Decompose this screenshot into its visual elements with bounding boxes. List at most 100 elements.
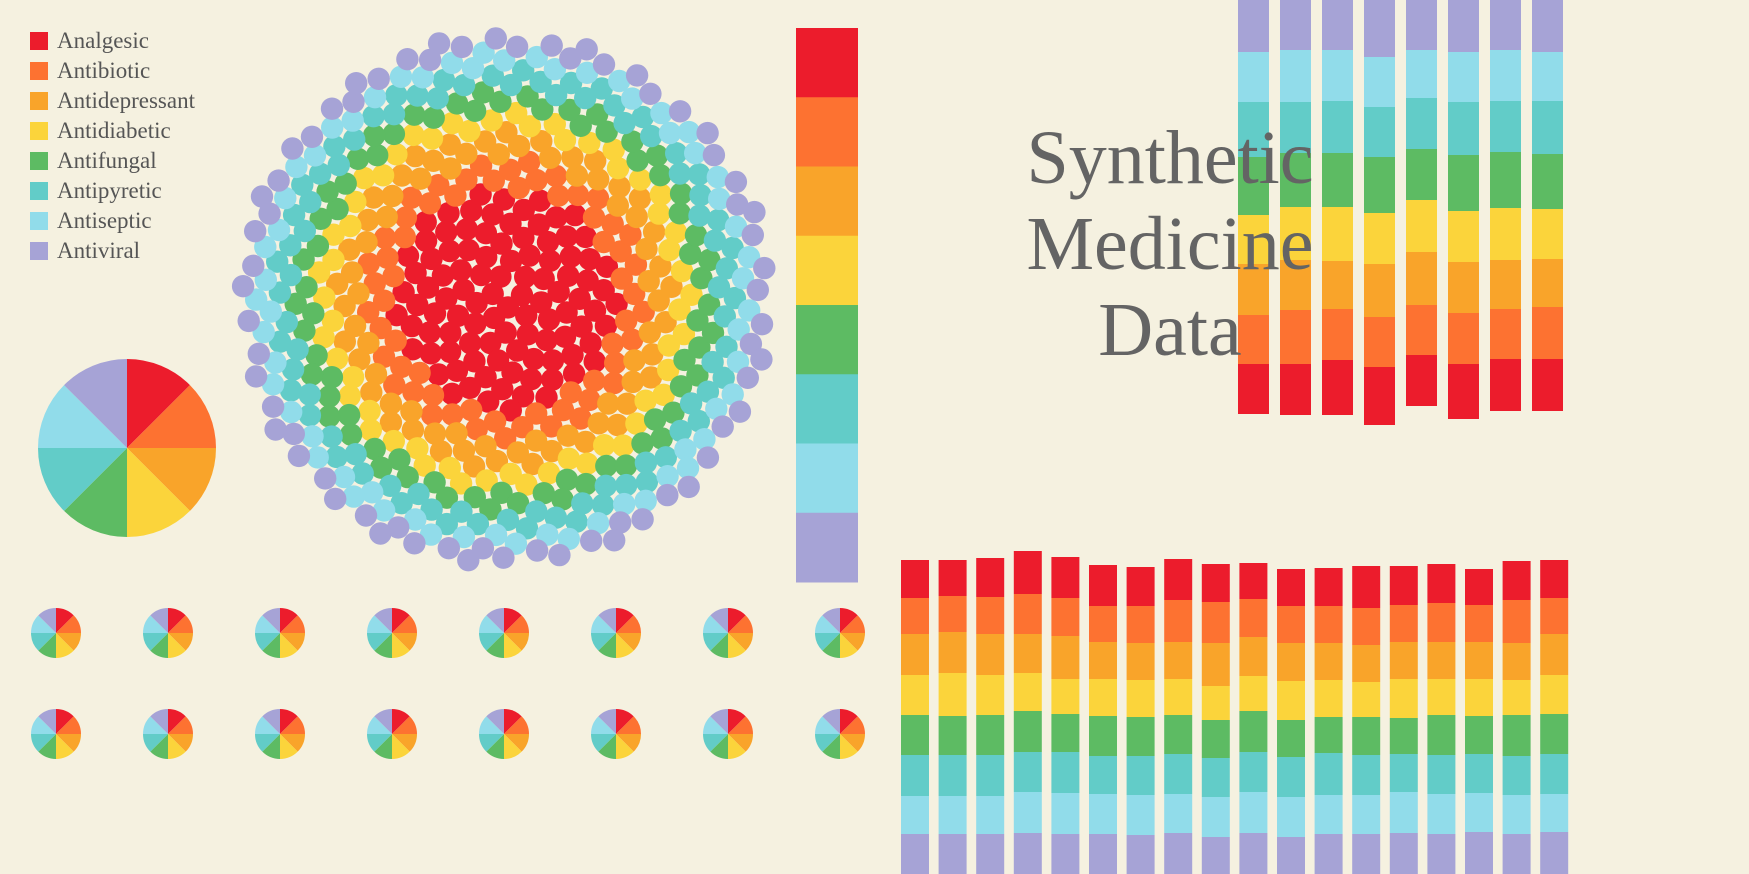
bottom-bar-segment-antidepressant	[1465, 642, 1493, 679]
bottom-bar-segment-antiseptic	[1502, 795, 1531, 834]
top-bar-segment-antidiabetic	[1238, 215, 1269, 264]
pie-slice-antidiabetic	[127, 448, 190, 537]
pie-slice-antipyretic	[38, 448, 127, 511]
bubble-antipyretic	[499, 73, 523, 97]
bubble-antiviral	[525, 539, 549, 562]
bottom-stacked-bar	[1239, 563, 1268, 874]
bubble-analgesic	[459, 331, 482, 355]
bubble-antibiotic	[601, 332, 624, 355]
bubble-antidepressant	[356, 208, 380, 232]
bottom-bar-segment-antiseptic	[1051, 793, 1080, 834]
mini-pie-slice-antipyretic	[591, 734, 616, 752]
bottom-bar-segment-antifungal	[1239, 711, 1268, 752]
bubble-antipyretic	[631, 105, 655, 129]
bubble-antipyretic	[382, 103, 406, 126]
bubble-antidiabetic	[322, 223, 345, 246]
bubble-antidepressant	[615, 392, 639, 415]
mini-pie-slice-analgesic	[840, 608, 858, 633]
bubble-analgesic	[561, 343, 584, 367]
bubble-antidepressant	[445, 422, 468, 445]
legend-label: Antipyretic	[57, 178, 162, 203]
legend-label: Antiseptic	[57, 208, 152, 233]
bubble-antifungal	[489, 90, 512, 114]
bubble-analgesic	[475, 245, 498, 269]
bottom-bar-segment-analgesic	[1314, 568, 1343, 606]
bubble-antiviral	[639, 82, 662, 106]
bottom-bar-segment-analgesic	[1013, 551, 1042, 594]
mini-pie-slice-antibiotic	[56, 716, 81, 734]
mini-pie-slice-antiviral	[486, 709, 504, 734]
bubble-analgesic	[516, 323, 539, 346]
bottom-bar-segment-antiviral	[1089, 834, 1117, 874]
bubble-analgesic	[440, 382, 464, 405]
bubble-analgesic	[562, 362, 586, 385]
bubble-antifungal	[595, 120, 618, 143]
bubble-antidepressant	[565, 164, 589, 187]
bubble-analgesic	[460, 199, 483, 222]
bubble-antipyretic	[712, 366, 735, 389]
bubble-antifungal	[334, 172, 357, 195]
bottom-bar-segment-antidiabetic	[1540, 675, 1569, 714]
bubble-antiviral	[387, 516, 410, 539]
bubble-antifungal	[649, 164, 672, 187]
bubble-antidiabetic	[371, 164, 395, 187]
bubble-analgesic	[583, 350, 606, 373]
mini-pie-slice-analgesic	[280, 608, 298, 633]
bottom-bar-segment-antibiotic	[1051, 598, 1080, 636]
top-stacked-bar	[1364, 0, 1395, 425]
bubble-analgesic	[438, 340, 462, 364]
bubble-antidepressant	[521, 452, 544, 476]
mini-pie-grid	[31, 607, 865, 759]
top-bar-segment-antidepressant	[1280, 260, 1311, 310]
mini-pie-slice-antipyretic	[31, 734, 56, 752]
bottom-bar-segment-antiseptic	[1201, 797, 1230, 837]
bubble-antidepressant	[333, 330, 356, 353]
bubble-analgesic	[555, 225, 578, 248]
bottom-bar-segment-antidepressant	[1427, 642, 1456, 679]
top-bar-segment-antidiabetic	[1490, 208, 1521, 260]
bubble-analgesic	[463, 350, 486, 373]
mini-pie-slice-antiseptic	[367, 615, 392, 633]
bottom-bar-segment-antifungal	[1314, 717, 1343, 753]
bubble-analgesic	[437, 202, 460, 225]
legend: Analgesic Antibiotic Antidepressant Anti…	[30, 26, 195, 266]
bubble-antidepressant	[381, 184, 404, 208]
top-bar-segment-antibiotic	[1532, 307, 1563, 359]
bubble-antiseptic	[650, 101, 673, 125]
bottom-bar-segment-antidepressant	[1540, 634, 1569, 675]
mini-pie-slice-antibiotic	[168, 716, 193, 734]
bubble-antifungal	[679, 242, 702, 265]
top-bar-segment-antipyretic	[1490, 101, 1521, 152]
bubble-antibiotic	[372, 345, 396, 368]
mini-pie-slice-antibiotic	[616, 716, 641, 734]
bubble-analgesic	[392, 281, 415, 304]
bubble-antibiotic	[582, 206, 606, 229]
bubble-antiviral	[540, 34, 563, 57]
bubble-ring-chart	[231, 27, 776, 572]
legend-swatch	[30, 152, 48, 170]
top-bar-segment-antifungal	[1364, 157, 1395, 213]
bubble-antiviral	[505, 35, 529, 58]
bottom-bar-segment-antidiabetic	[1352, 682, 1381, 717]
bubble-antibiotic	[547, 184, 570, 207]
bottom-bar-segment-antibiotic	[1164, 600, 1193, 642]
bottom-bar-segment-antiviral	[1352, 834, 1381, 874]
top-bar-segment-analgesic	[1238, 364, 1269, 414]
bubble-antibiotic	[518, 150, 541, 174]
bubble-antiviral	[450, 35, 474, 59]
mini-pie-slice-antiseptic	[815, 716, 840, 734]
bubble-antidiabetic	[499, 462, 522, 486]
bottom-bar-segment-antidiabetic	[1164, 679, 1193, 715]
bubble-antibiotic	[604, 351, 627, 375]
mini-pie-slice-antidepressant	[280, 734, 305, 752]
bubble-antiseptic	[419, 523, 443, 546]
bubble-antidepressant	[606, 413, 629, 437]
mini-pie-slice-antibiotic	[840, 716, 865, 734]
bubble-antifungal	[669, 375, 693, 398]
bubble-antifungal	[305, 344, 328, 367]
bubble-antifungal	[558, 98, 581, 122]
top-stacked-bar	[1448, 0, 1479, 419]
top-bar-segment-antipyretic	[1322, 101, 1353, 153]
bottom-stacked-bar	[1051, 557, 1080, 874]
bubble-antiseptic	[656, 465, 679, 488]
